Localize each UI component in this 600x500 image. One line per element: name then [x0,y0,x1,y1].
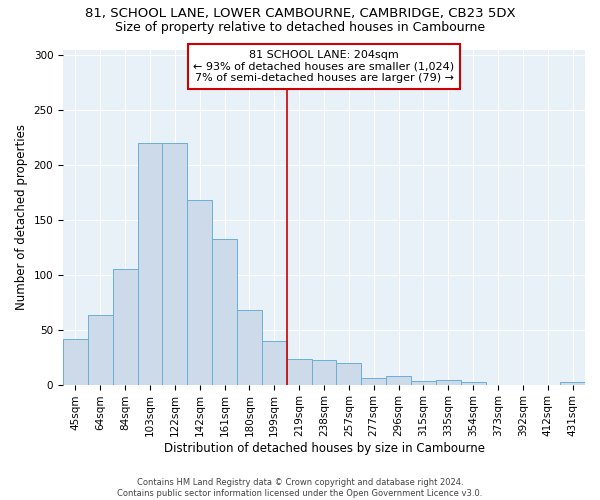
Bar [337,362,361,384]
Bar [63,338,88,384]
Bar [163,143,187,384]
Bar [436,380,461,384]
Bar [237,310,262,384]
Bar [560,382,585,384]
Bar [113,270,137,384]
Text: 81, SCHOOL LANE, LOWER CAMBOURNE, CAMBRIDGE, CB23 5DX: 81, SCHOOL LANE, LOWER CAMBOURNE, CAMBRI… [85,8,515,20]
Bar [386,376,411,384]
Bar [187,200,212,384]
X-axis label: Distribution of detached houses by size in Cambourne: Distribution of detached houses by size … [164,442,485,455]
Bar [137,143,163,384]
Text: Size of property relative to detached houses in Cambourne: Size of property relative to detached ho… [115,21,485,34]
Bar [262,340,287,384]
Bar [311,360,337,384]
Bar [88,316,113,384]
Y-axis label: Number of detached properties: Number of detached properties [15,124,28,310]
Bar [287,360,311,384]
Bar [461,382,485,384]
Text: Contains HM Land Registry data © Crown copyright and database right 2024.
Contai: Contains HM Land Registry data © Crown c… [118,478,482,498]
Bar [411,382,436,384]
Bar [212,238,237,384]
Text: 81 SCHOOL LANE: 204sqm
← 93% of detached houses are smaller (1,024)
7% of semi-d: 81 SCHOOL LANE: 204sqm ← 93% of detached… [193,50,455,83]
Bar [361,378,386,384]
